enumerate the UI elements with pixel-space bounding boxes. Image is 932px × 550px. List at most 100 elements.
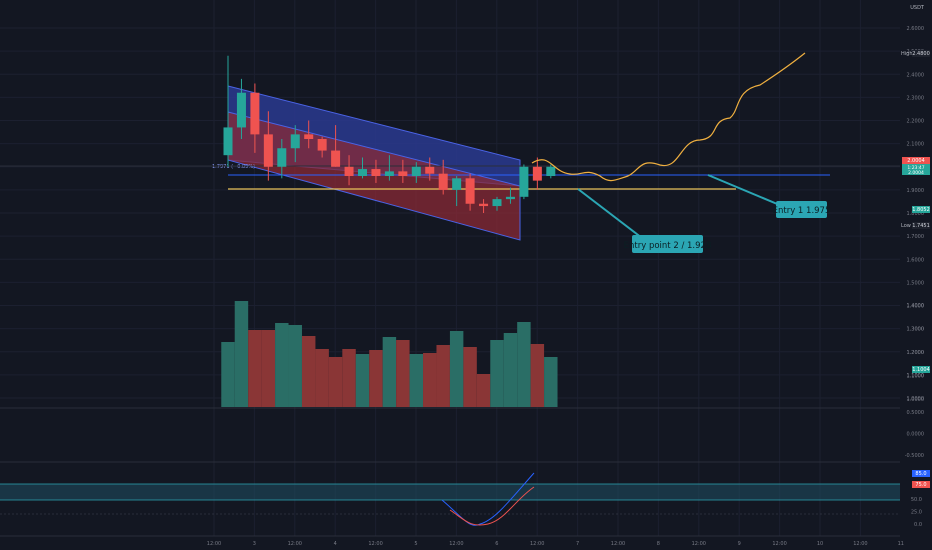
time-tick-label: 12:00 bbox=[288, 541, 302, 547]
high-badge bbox=[912, 50, 930, 57]
price-tick-label: 1.4000 bbox=[907, 304, 925, 310]
rsi-ticks: 50.0 25.0 0.0 bbox=[911, 497, 922, 528]
candle-body bbox=[223, 127, 233, 156]
candle-body bbox=[358, 169, 367, 176]
volume-bar bbox=[476, 374, 491, 407]
time-tick-label: 7 bbox=[576, 541, 579, 547]
time-tick-label: 8 bbox=[657, 541, 660, 547]
candle-body bbox=[398, 171, 408, 176]
osc-tick-label: 0.5000 bbox=[907, 410, 925, 416]
rsi-badge-bottom bbox=[912, 481, 930, 488]
time-axis[interactable]: 12:00 3 12:00 4 12:00 5 12:00 6 12:00 7 12:00 8 12:0… bbox=[207, 541, 904, 547]
candle-body bbox=[290, 134, 300, 149]
grid bbox=[0, 0, 902, 536]
candle-body bbox=[317, 139, 327, 151]
last-price-sub2: 2.0004 bbox=[908, 170, 924, 176]
price-tick-label: 2.3000 bbox=[907, 95, 925, 101]
candle-body bbox=[505, 196, 515, 200]
price-tick-label: 1.2000 bbox=[907, 350, 925, 356]
price-tick-label: 1.3000 bbox=[907, 327, 925, 333]
candle-body bbox=[371, 169, 381, 176]
volume-bar bbox=[355, 354, 370, 407]
rsi-blue-line bbox=[441, 472, 535, 526]
volume-bar bbox=[328, 357, 343, 407]
candle-body bbox=[532, 166, 542, 181]
last-price-sub1: 1:23:47 bbox=[907, 165, 924, 171]
entry2-callout[interactable] bbox=[632, 235, 703, 253]
low-badge bbox=[912, 222, 930, 229]
channel-label: 1.7971 (−0.89%) bbox=[212, 164, 255, 170]
volume-bar bbox=[449, 331, 464, 407]
price-axis[interactable] bbox=[900, 0, 932, 550]
candle-body bbox=[344, 166, 354, 176]
volume-tick-label: 1.0000 bbox=[907, 397, 925, 403]
time-tick-label: 11 bbox=[898, 541, 904, 547]
osc-ticks: 0.5000 0.0000 -0.5000 bbox=[905, 410, 924, 459]
volume-bar bbox=[409, 354, 424, 407]
time-tick-label: 6 bbox=[495, 541, 498, 547]
time-tick-label: 12:00 bbox=[530, 541, 544, 547]
volume-ticks: 1.4000 1.3000 1.2000 1.1000 1.0000 bbox=[907, 303, 925, 403]
volume-bar bbox=[382, 337, 397, 407]
entry1-callout-pointer bbox=[707, 174, 783, 207]
entry1-callout[interactable] bbox=[776, 201, 827, 218]
rsi-badge-top bbox=[912, 470, 930, 477]
rsi-red-line bbox=[449, 486, 535, 526]
currency-label: USDT bbox=[910, 5, 925, 11]
candle-body bbox=[411, 166, 421, 176]
projection-path bbox=[531, 52, 806, 182]
low-label: Low bbox=[901, 223, 911, 229]
time-tick-label: 12:00 bbox=[611, 541, 625, 547]
volume-bar bbox=[463, 347, 477, 407]
volume-tick-label: 1.4000 bbox=[907, 303, 925, 309]
candles bbox=[223, 55, 556, 213]
candle-body bbox=[250, 92, 260, 135]
time-tick-label: 3 bbox=[253, 541, 256, 547]
price-tick-label: 1.8000 bbox=[907, 211, 925, 217]
volume-bar bbox=[342, 349, 356, 407]
time-tick-label: 12:00 bbox=[449, 541, 463, 547]
entry2-callout-text: Entry point 2 / 1.928 bbox=[624, 241, 712, 251]
osc-tick-label: -0.5000 bbox=[905, 453, 924, 459]
volume-bar bbox=[234, 301, 249, 407]
volume-bar bbox=[301, 336, 316, 407]
last-price-badge bbox=[902, 157, 930, 164]
time-tick-label: 4 bbox=[334, 541, 337, 547]
volume-bar bbox=[261, 330, 276, 407]
volume-bar bbox=[248, 330, 262, 407]
volume-bar bbox=[517, 322, 531, 407]
high-label: High bbox=[901, 51, 913, 57]
time-tick-label: 12:00 bbox=[207, 541, 221, 547]
candle-body bbox=[519, 166, 529, 197]
osc-tick-label: 0.0000 bbox=[907, 432, 925, 438]
volume-bar bbox=[315, 349, 329, 407]
volume-badge-text: 1.1004 bbox=[912, 367, 930, 373]
time-tick-label: 5 bbox=[414, 541, 417, 547]
volume-bar bbox=[369, 350, 383, 407]
last-price-text: 2.0004 bbox=[907, 158, 925, 164]
rsi-tick-label: 50.0 bbox=[911, 497, 922, 503]
rsi-tick-label: 0.0 bbox=[914, 522, 922, 528]
high-value: 2.4800 bbox=[912, 51, 930, 57]
price-tick-label: 1.0000 bbox=[907, 396, 925, 402]
candle-body bbox=[425, 166, 435, 174]
last-price-sub-badge bbox=[902, 164, 930, 175]
candle-body bbox=[277, 148, 287, 167]
rsi-band bbox=[0, 484, 900, 500]
volume-tick-label: 1.1000 bbox=[907, 374, 925, 380]
time-tick-label: 12:00 bbox=[772, 541, 786, 547]
candle-body bbox=[479, 203, 489, 207]
price-tick-label: 2.6000 bbox=[907, 26, 925, 32]
price-tick-label: 1.6000 bbox=[907, 257, 925, 263]
time-tick-label: 12:00 bbox=[853, 541, 867, 547]
candle-body bbox=[263, 134, 273, 167]
volume-tick-label: 1.2000 bbox=[907, 350, 925, 356]
price-tick-label: 2.2000 bbox=[907, 119, 925, 125]
candle-body bbox=[331, 150, 341, 167]
volume-bar bbox=[288, 325, 302, 407]
mid-badge bbox=[912, 206, 930, 213]
volume-bar bbox=[490, 340, 504, 407]
entry2-callout-pointer bbox=[577, 188, 643, 239]
volume-bar bbox=[544, 357, 558, 407]
